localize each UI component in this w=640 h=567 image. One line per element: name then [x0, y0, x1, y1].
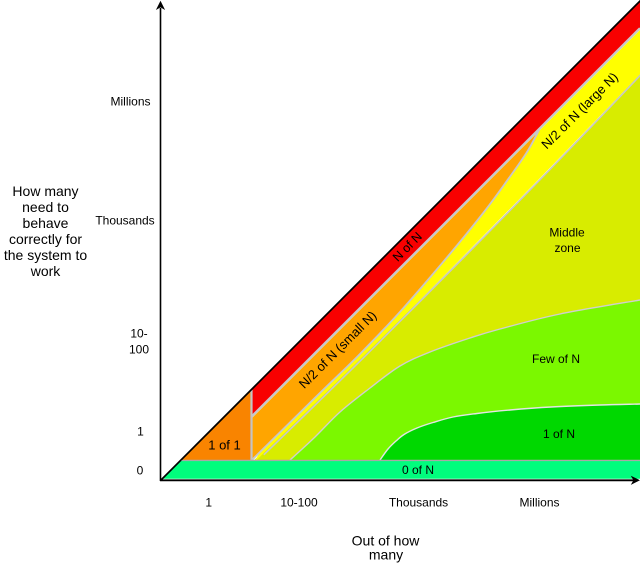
svg-text:Millions: Millions — [110, 95, 150, 109]
svg-text:Out of how: Out of how — [352, 533, 421, 549]
svg-text:work: work — [30, 263, 62, 279]
svg-text:1 of N: 1 of N — [543, 427, 575, 441]
svg-text:correctly for: correctly for — [9, 231, 82, 247]
svg-text:Thousands: Thousands — [95, 214, 154, 228]
svg-text:1 of 1: 1 of 1 — [208, 437, 241, 452]
svg-text:Middle: Middle — [549, 226, 585, 240]
svg-text:the system to: the system to — [4, 247, 87, 263]
svg-text:10-100: 10-100 — [280, 496, 318, 510]
svg-text:zone: zone — [554, 241, 580, 255]
svg-text:1: 1 — [205, 496, 212, 510]
svg-text:10-: 10- — [130, 327, 147, 341]
svg-text:Millions: Millions — [519, 496, 559, 510]
svg-text:0 of N: 0 of N — [402, 463, 434, 477]
svg-text:How many: How many — [12, 183, 78, 199]
svg-text:Few of N: Few of N — [532, 352, 580, 366]
svg-text:need to: need to — [22, 199, 69, 215]
svg-text:0: 0 — [137, 464, 144, 478]
svg-text:Thousands: Thousands — [389, 496, 448, 510]
svg-text:many: many — [369, 547, 403, 563]
svg-text:100: 100 — [129, 343, 149, 357]
svg-text:1: 1 — [137, 425, 144, 439]
svg-text:behave: behave — [23, 215, 69, 231]
